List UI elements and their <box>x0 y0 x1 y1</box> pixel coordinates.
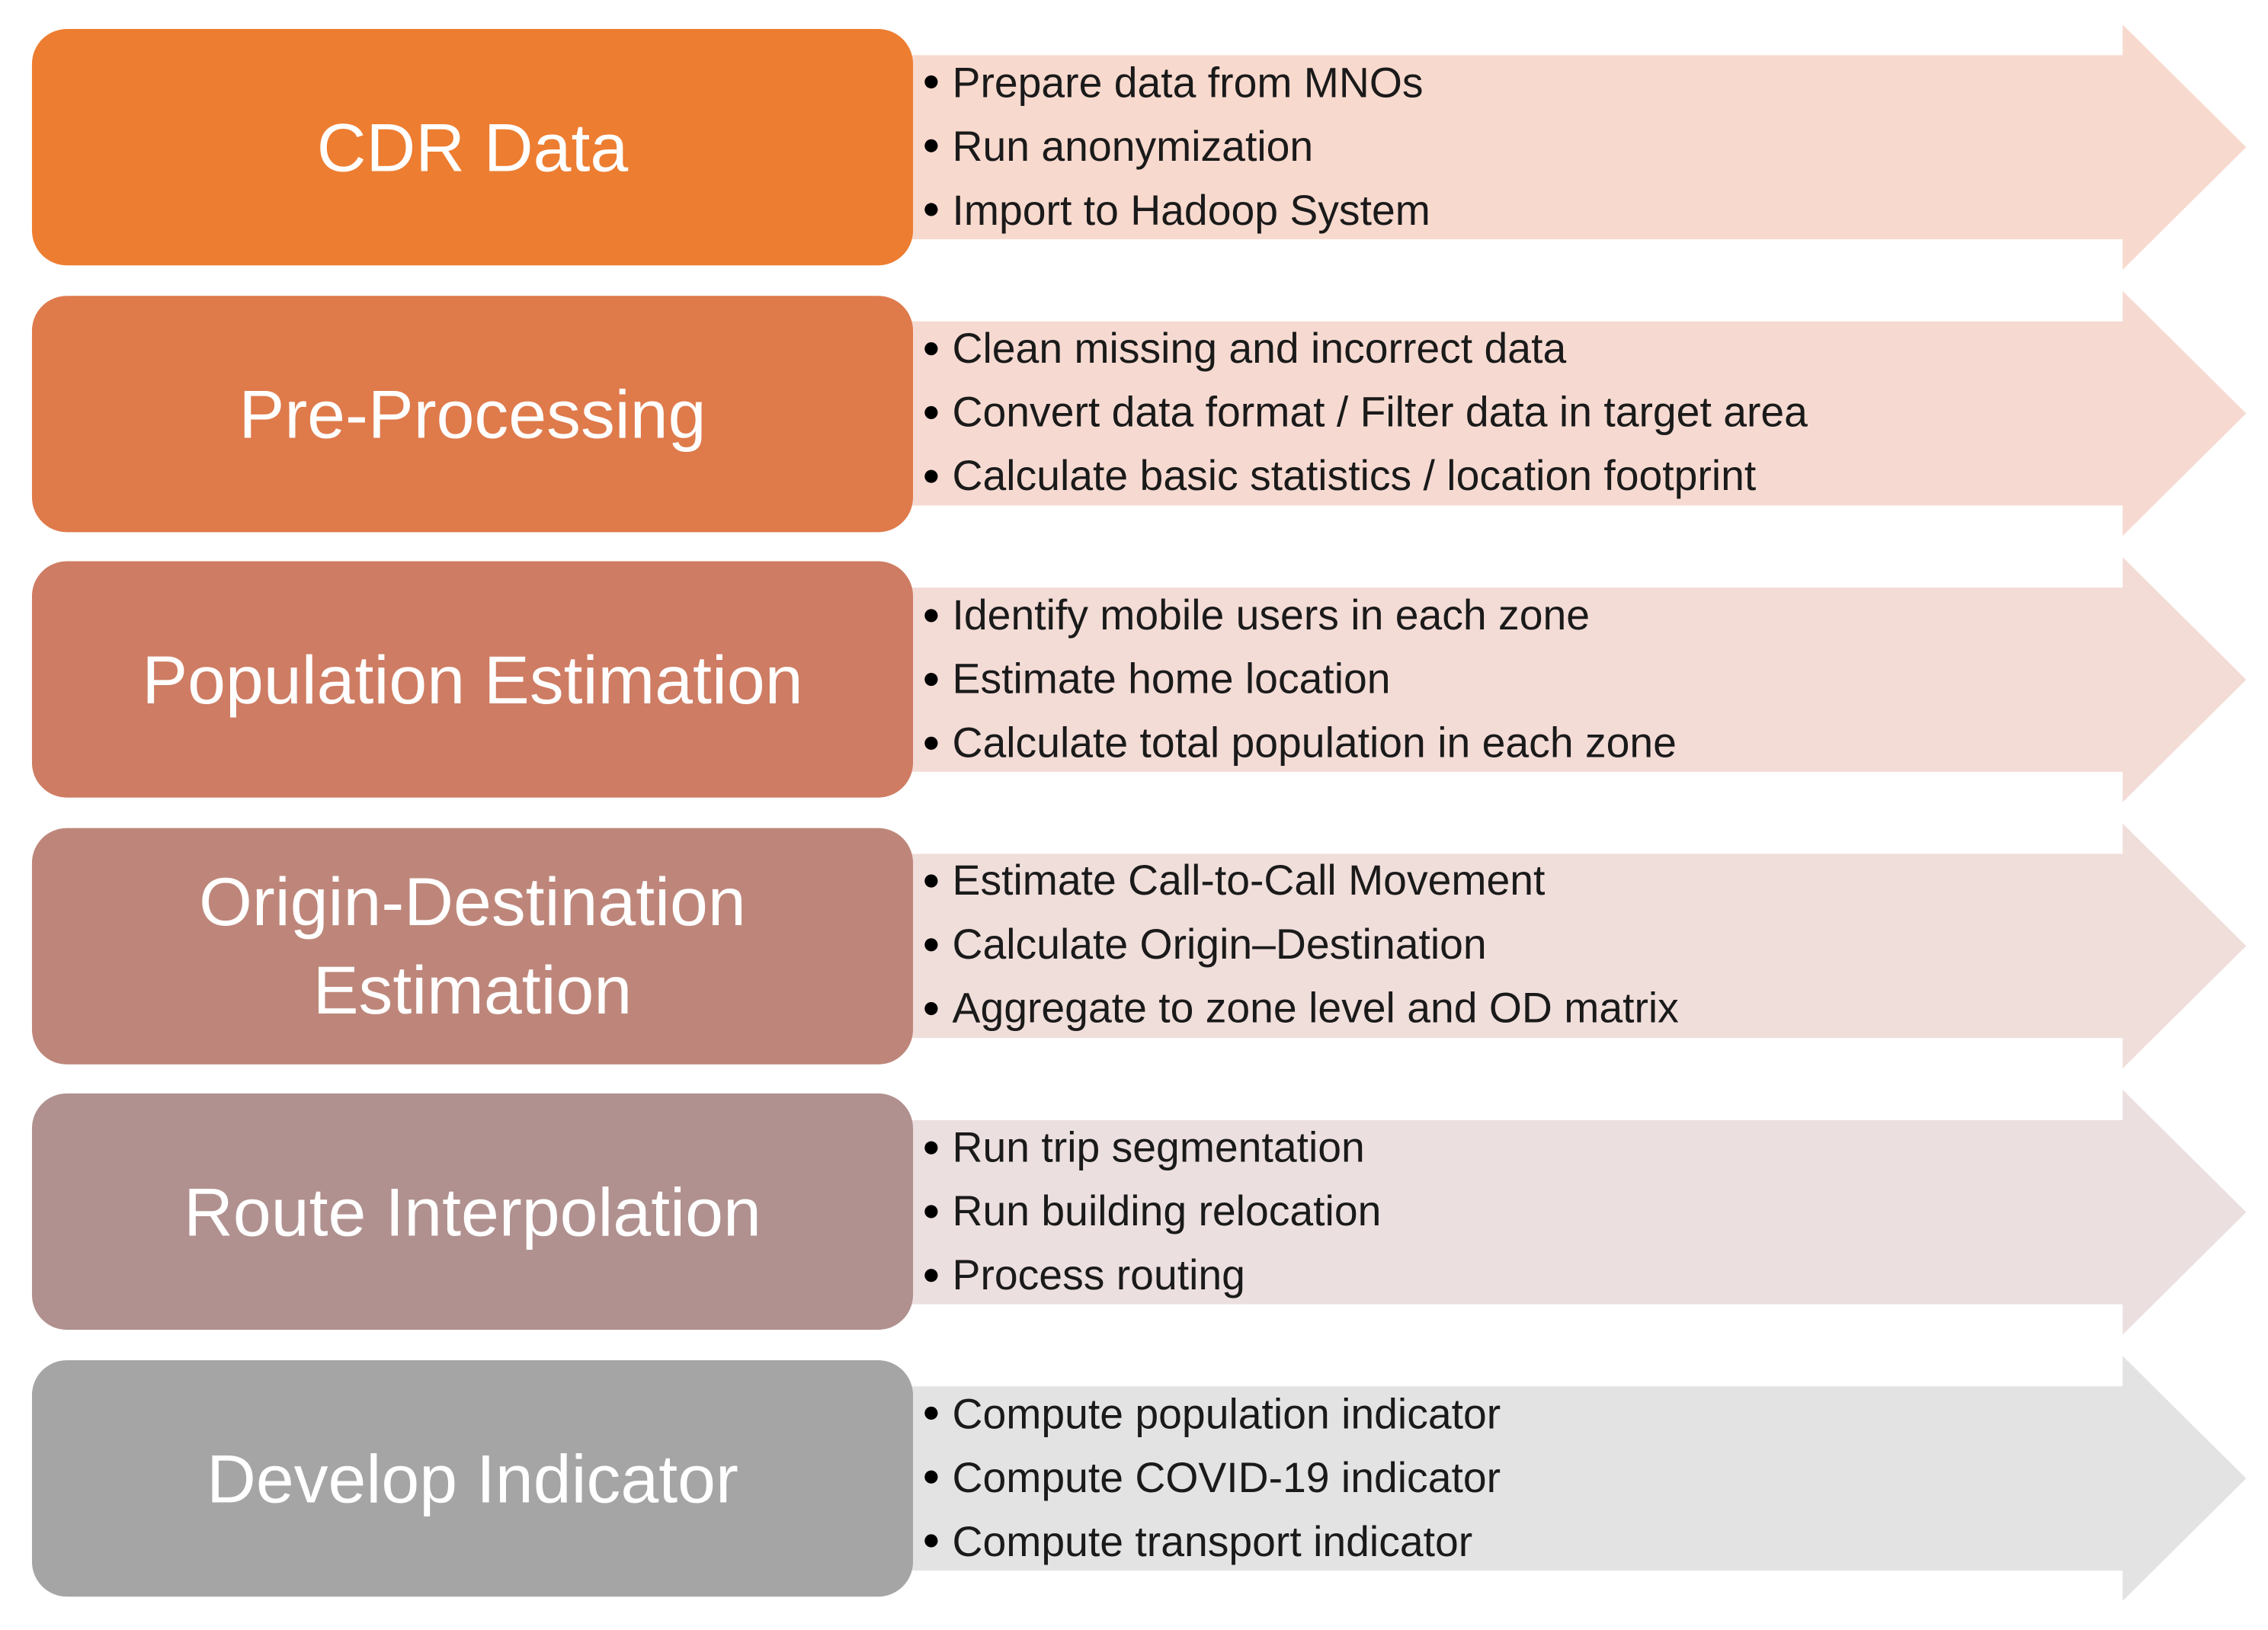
step-title: CDR Data <box>31 29 914 266</box>
bullet-item: Compute COVID-19 indicator <box>921 1446 1501 1510</box>
step-title: Origin-Destination Estimation <box>31 828 914 1065</box>
bullet-item: Aggregate to zone level and OD matrix <box>921 978 1679 1042</box>
bullet-item: Run trip segmentation <box>921 1116 1381 1180</box>
bullet-item: Process routing <box>921 1244 1381 1308</box>
step-title: Pre-Processing <box>31 295 914 532</box>
step-bullets: Clean missing and incorrect data Convert … <box>921 318 1808 509</box>
bullet-item: Calculate total population in each zone <box>921 712 1677 776</box>
bullet-item: Compute transport indicator <box>921 1510 1501 1574</box>
bullet-item: Run building relocation <box>921 1180 1382 1244</box>
step-bullets: Prepare data from MNOs Run anonymization I… <box>921 52 1430 243</box>
step-title: Route Interpolation <box>31 1094 914 1331</box>
step-title: Develop Indicator <box>31 1360 914 1597</box>
step-title: Population Estimation <box>31 561 914 799</box>
bullet-item: Clean missing and incorrect data <box>921 318 1807 382</box>
step-bullets: Compute population indicator Compute COVI… <box>921 1383 1501 1574</box>
bullet-item: Convert data format / Filter data in tar… <box>921 382 1808 446</box>
bullet-item: Import to Hadoop System <box>921 179 1430 243</box>
step-bullets: Identify mobile users in each zone Estima… <box>921 584 1677 776</box>
bullet-item: Calculate basic statistics / location fo… <box>921 445 1807 509</box>
bullet-item: Estimate home location <box>921 648 1676 712</box>
step-bullets: Estimate Call-to-Call Movement Calculate … <box>921 850 1679 1042</box>
bullet-item: Prepare data from MNOs <box>921 52 1430 116</box>
bullet-item: Run anonymization <box>921 115 1430 179</box>
bullet-item: Estimate Call-to-Call Movement <box>921 850 1678 914</box>
bullet-item: Calculate Origin–Destination <box>921 914 1678 978</box>
bullet-item: Identify mobile users in each zone <box>921 584 1676 648</box>
step-bullets: Run trip segmentation Run building reloca… <box>921 1116 1382 1308</box>
bullet-item: Compute population indicator <box>921 1383 1501 1447</box>
